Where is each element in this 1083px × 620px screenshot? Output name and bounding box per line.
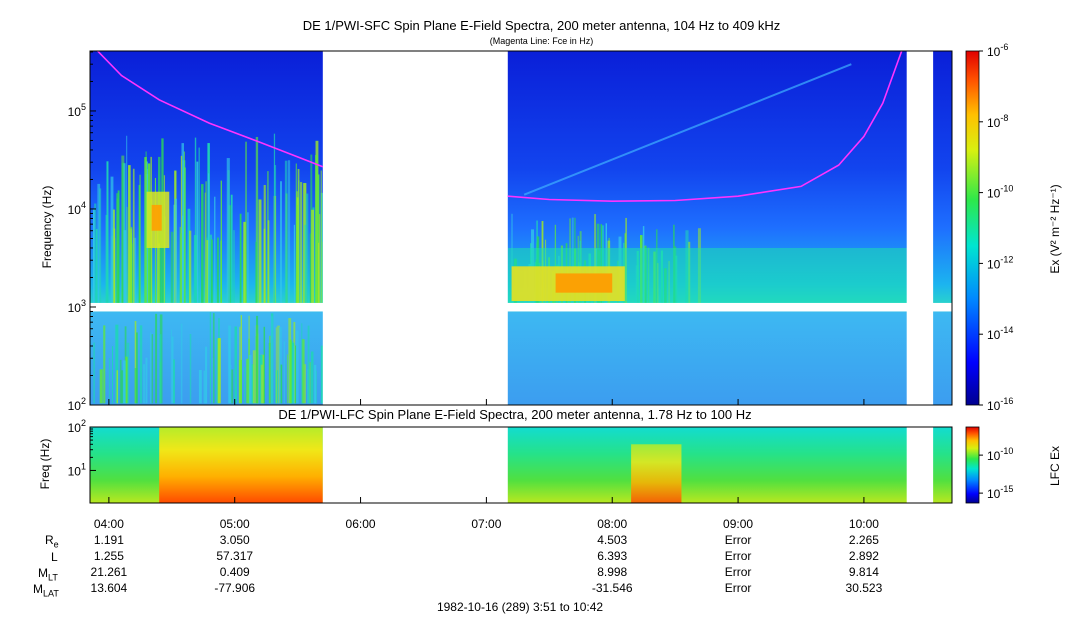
ephem-value: 9.814 (848, 565, 879, 579)
ephem-label-mlt: MLT (38, 566, 58, 583)
xtick-label-6: 10:00 (849, 517, 879, 531)
sfc-colorbar-tick-3: 10-12 (987, 254, 1013, 271)
ephem-value: 0.409 (219, 565, 250, 579)
xtick-label-3: 07:00 (471, 517, 501, 531)
ephem-value: 2.265 (848, 533, 879, 547)
ephem-label-l: L (51, 550, 58, 564)
sfc-colorbar-tick-2: 10-10 (987, 184, 1013, 201)
sfc-plot-frame (89, 50, 953, 406)
ephem-value: 13.604 (90, 581, 128, 595)
lfc-data-gap-0 (322, 427, 508, 503)
fce-line-segment-0 (97, 51, 324, 168)
sfc-colorbar-tick-0: 10-6 (987, 42, 1008, 59)
ephem-value: 1.191 (93, 533, 124, 547)
lfc-colorbar (965, 426, 980, 504)
sfc-chart-subtitle: (Magenta Line: Fce in Hz) (489, 36, 594, 46)
sfc-data-gap-0 (322, 51, 508, 405)
ephem-value: 30.523 (845, 581, 883, 595)
lfc-intense-region (159, 427, 323, 503)
ephem-value: 57.317 (216, 549, 254, 563)
sfc-ytick-label-2: 104 (68, 200, 86, 217)
sfc-ytick-label-0: 102 (68, 396, 86, 413)
lfc-ytick-label-0: 101 (68, 461, 86, 478)
sfc-frequency-gap (90, 302, 952, 312)
ephem-value: 4.503 (597, 533, 628, 547)
lfc-colorbar-tick-1: 10-15 (987, 484, 1013, 501)
lfc-ytick-label-1: 102 (68, 418, 86, 435)
ephem-label-mlat: MLAT (33, 582, 59, 599)
xtick-label-4: 08:00 (597, 517, 627, 531)
lfc-colorbar-tick-0: 10-10 (987, 446, 1013, 463)
ephem-value: Error (724, 533, 752, 547)
sfc-colorbar-tick-4: 10-14 (987, 325, 1013, 342)
sfc-colorbar-tick-5: 10-16 (987, 396, 1013, 413)
lfc-plot-frame (89, 426, 953, 504)
fce-line-segment-1 (507, 51, 903, 203)
sfc-lower-emission-streaks (93, 312, 324, 404)
lfc-chart-title: DE 1/PWI-LFC Spin Plane E-Field Spectra,… (278, 407, 752, 422)
ephem-value: -31.546 (591, 581, 633, 595)
ephem-label-re: Re (45, 533, 59, 550)
ephem-value: -77.906 (214, 581, 256, 595)
xtick-label-2: 06:00 (346, 517, 376, 531)
ephem-value: Error (724, 581, 752, 595)
sfc-spectrogram-background (90, 51, 952, 405)
ephem-value: 1.255 (93, 549, 124, 563)
ephem-value: Error (724, 565, 752, 579)
ephem-value: 3.050 (219, 533, 250, 547)
sfc-post-gap-band (507, 247, 907, 303)
ephem-value: 2.892 (848, 549, 879, 563)
sfc-ytick-label-3: 105 (68, 102, 86, 119)
xtick-label-1: 05:00 (220, 517, 250, 531)
lfc-intense-region-2 (631, 444, 682, 503)
lfc-data-gap-1 (906, 427, 934, 503)
sfc-data-gap-1 (906, 51, 934, 405)
ephem-value: Error (724, 549, 752, 563)
sfc-colorbar-tick-1: 10-8 (987, 113, 1008, 130)
sfc-colorbar (965, 50, 980, 406)
ephem-value: 21.261 (90, 565, 128, 579)
sfc-chart-title: DE 1/PWI-SFC Spin Plane E-Field Spectra,… (302, 18, 781, 33)
time-range-footer: 1982-10-16 (289) 3:51 to 10:42 (436, 600, 604, 614)
xtick-label-5: 09:00 (723, 517, 753, 531)
sfc-hiss-core (151, 204, 162, 231)
ephem-value: 8.998 (597, 565, 628, 579)
sfc-ytick-label-1: 103 (68, 298, 86, 315)
ephem-value: 6.393 (597, 549, 628, 563)
sfc-rising-emission (523, 63, 852, 196)
xtick-label-0: 04:00 (94, 517, 124, 531)
